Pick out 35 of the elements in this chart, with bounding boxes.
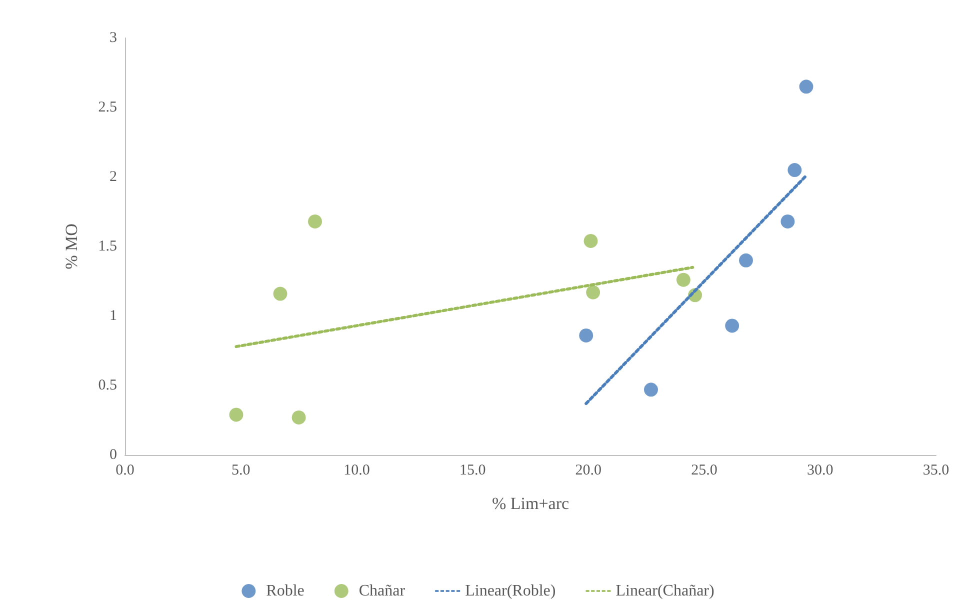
- point: [229, 408, 244, 422]
- point: [273, 286, 288, 301]
- x-tick-label: 20.0: [575, 462, 602, 478]
- y-tick-label: 1: [110, 308, 117, 324]
- point: [725, 318, 740, 333]
- y-tick-label: 2.5: [98, 100, 117, 116]
- x-tick-label: 0.0: [116, 462, 134, 478]
- point: [586, 285, 600, 300]
- x-axis-title: % Lim+arc: [492, 494, 570, 513]
- point: [676, 272, 690, 287]
- y-tick-label: 0.5: [98, 378, 117, 394]
- point: [579, 328, 594, 342]
- x-tick-label: 25.0: [691, 462, 718, 478]
- y-axis-title: % MO: [62, 224, 81, 270]
- point: [644, 382, 658, 397]
- point: [584, 234, 598, 248]
- legend-label: Chañar: [358, 582, 406, 600]
- point: [799, 80, 814, 94]
- point: [308, 214, 322, 228]
- point: [739, 253, 753, 268]
- x-tick-label: 5.0: [231, 462, 250, 478]
- x-tick-label: 30.0: [807, 462, 834, 478]
- point: [780, 214, 795, 228]
- y-tick-label: 2: [110, 169, 117, 185]
- y-tick-label: 0: [110, 447, 117, 463]
- y-tick-label: 3: [110, 30, 117, 46]
- legend-label: Linear(Chañar): [616, 582, 714, 600]
- point: [788, 163, 802, 178]
- x-tick-label: 35.0: [922, 462, 950, 478]
- point: [292, 410, 306, 424]
- legend-label: Roble: [266, 582, 304, 600]
- x-tick-label: 15.0: [459, 462, 486, 478]
- x-tick-label: 10.0: [344, 462, 370, 478]
- y-tick-label: 1.5: [98, 238, 117, 254]
- legend-label: Linear(Roble): [465, 582, 556, 600]
